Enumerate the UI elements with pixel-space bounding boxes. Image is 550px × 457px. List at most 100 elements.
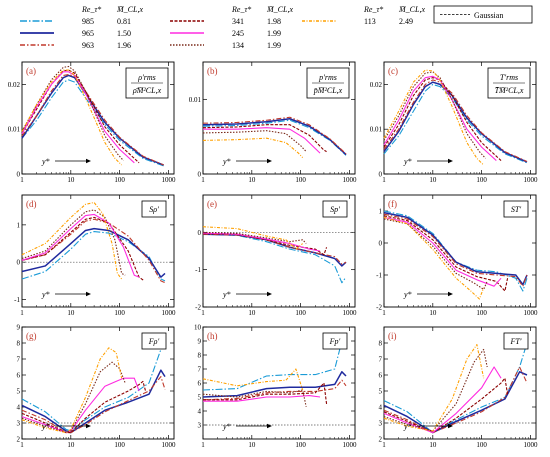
x-tick-label: 100 xyxy=(476,441,487,449)
x-tick-label: 100 xyxy=(114,176,125,184)
panel-label: (h) xyxy=(207,331,218,341)
y-tick-label: 0.02 xyxy=(8,81,21,89)
y-tick-label: 8 xyxy=(198,352,202,360)
series-line-re-985 xyxy=(383,210,528,292)
series-line-re-341 xyxy=(383,215,509,292)
legend-re: 341 xyxy=(232,17,244,26)
panel-quantity-box xyxy=(503,200,529,218)
series-line-re-965 xyxy=(202,371,347,398)
y-tick-label: 6 xyxy=(17,372,21,380)
y-tick-label: 0 xyxy=(379,240,383,248)
panel-quantity-label: Fp′ xyxy=(329,337,341,346)
y-tick-label: -2 xyxy=(376,304,382,312)
y-tick-label: 8 xyxy=(379,340,383,348)
series-line-re-245 xyxy=(383,75,497,161)
panel-b: 1 10 100 1000 0 0.01 (b) y* p′rms p̄M̄²CL,x xyxy=(189,61,357,184)
series-line-re-963 xyxy=(202,379,347,401)
y-tick-label: -1 xyxy=(14,296,20,304)
panel-quantity-label: ST′ xyxy=(511,205,521,214)
panel-quantity-label: Fρ′ xyxy=(148,337,160,346)
legend-header-re: Re_τ* xyxy=(363,5,383,14)
panel-c: 1 10 100 1000 0 0.01 0.02 (c) y* T′rms T̄M̄²CL,x xyxy=(370,61,538,184)
y-tick-label: 4 xyxy=(17,404,21,412)
series-line-re-134 xyxy=(383,218,488,290)
y-tick-label: 1 xyxy=(379,208,383,216)
panel-quantity-label: FT′ xyxy=(509,337,521,346)
y-tick-label: 7 xyxy=(198,366,202,374)
panel-e: 1 10 100 1000 -2 -1 0 (e) y* Sp′ xyxy=(195,194,357,317)
series-line-re-134 xyxy=(21,361,126,434)
series-line-re-985 xyxy=(383,83,528,164)
legend-mach: 2.49 xyxy=(399,17,413,26)
gaussian-legend-box xyxy=(433,5,533,24)
y-tick-label: 7 xyxy=(17,356,21,364)
y-tick-label: -2 xyxy=(195,304,201,312)
series-line-re-965 xyxy=(21,74,164,166)
x-arrow-label: y* xyxy=(222,157,231,166)
series-line-re-985 xyxy=(21,338,166,432)
panel-label: (b) xyxy=(207,66,218,76)
x-arrow-head xyxy=(267,291,272,297)
x-arrow-head xyxy=(267,158,272,164)
legend-header-re: Re_τ* xyxy=(81,5,101,14)
series-line-re-134 xyxy=(202,231,307,244)
x-tick-label: 100 xyxy=(295,441,306,449)
panel-quantity-box xyxy=(322,332,348,350)
legend-re: 965 xyxy=(82,29,94,38)
y-tick-label: 4 xyxy=(198,408,202,416)
series-line-re-341 xyxy=(21,216,145,282)
series-line-re-965 xyxy=(21,369,166,434)
x-arrow-head xyxy=(86,291,91,297)
series-line-re-963 xyxy=(202,116,347,155)
x-arrow-head xyxy=(86,158,91,164)
x-tick-label: 1 xyxy=(382,309,386,317)
y-tick-label: -1 xyxy=(195,266,201,274)
panel-quantity-box xyxy=(141,200,167,218)
legend-header-mach: M̄_CL,x xyxy=(266,5,293,14)
x-arrow-head xyxy=(448,291,453,297)
x-tick-label: 10 xyxy=(248,176,256,184)
series-line-re-965 xyxy=(383,371,528,434)
x-tick-label: 1000 xyxy=(342,309,357,317)
series-line-re-963 xyxy=(383,79,528,162)
panel-quantity-numerator: p′rms xyxy=(318,73,337,82)
x-tick-label: 1000 xyxy=(161,441,176,449)
series-line-re-134 xyxy=(202,389,307,407)
series-line-re-113 xyxy=(383,216,485,300)
series-line-re-341 xyxy=(21,380,147,434)
series-line-re-134 xyxy=(21,209,126,276)
series-line-re-113 xyxy=(21,69,123,166)
y-tick-label: 6 xyxy=(198,380,202,388)
legend-mach: 0.81 xyxy=(117,17,131,26)
legend: Re_τ* M̄_CL,x 985 0.81 965 1.50 963 1.96 Re_τ* M̄… xyxy=(20,5,533,50)
y-tick-label: 0 xyxy=(198,171,202,179)
panel-i: 1 10 100 1000 2 3 4 5 6 7 8 (i) y* FT′ xyxy=(379,326,538,449)
panel-f: 1 10 100 1000 -2 -1 0 1 (f) y* ST′ xyxy=(376,194,538,317)
y-tick-label: 0.01 xyxy=(8,126,21,134)
legend-re: 134 xyxy=(232,41,244,50)
y-tick-label: 9 xyxy=(198,338,202,346)
x-tick-label: 1 xyxy=(20,309,24,317)
y-tick-label: 0 xyxy=(17,171,21,179)
series-line-re-963 xyxy=(202,233,347,265)
legend-re: 245 xyxy=(232,29,244,38)
x-tick-label: 1 xyxy=(201,309,205,317)
series-line-re-245 xyxy=(383,216,502,287)
series-line-re-245 xyxy=(202,232,321,252)
legend-header-mach: M̄_CL,x xyxy=(116,5,143,14)
x-arrow-label: y* xyxy=(41,290,50,299)
x-tick-label: 10 xyxy=(67,441,75,449)
x-tick-label: 100 xyxy=(295,309,306,317)
series-line-re-245 xyxy=(21,71,135,164)
series-line-re-113 xyxy=(383,69,485,166)
panel-a: 1 10 100 1000 0 0.01 0.02 (a) y* ρ′rms ρ̄M̄²CL,x xyxy=(8,61,176,184)
x-tick-label: 10 xyxy=(67,176,75,184)
legend-mach: 1.50 xyxy=(117,29,131,38)
x-tick-label: 1000 xyxy=(342,176,357,184)
series-line-re-963 xyxy=(383,213,528,287)
y-tick-label: 1 xyxy=(17,221,21,229)
x-tick-label: 1 xyxy=(382,176,386,184)
series-line-re-985 xyxy=(21,79,164,167)
x-tick-label: 100 xyxy=(476,309,487,317)
